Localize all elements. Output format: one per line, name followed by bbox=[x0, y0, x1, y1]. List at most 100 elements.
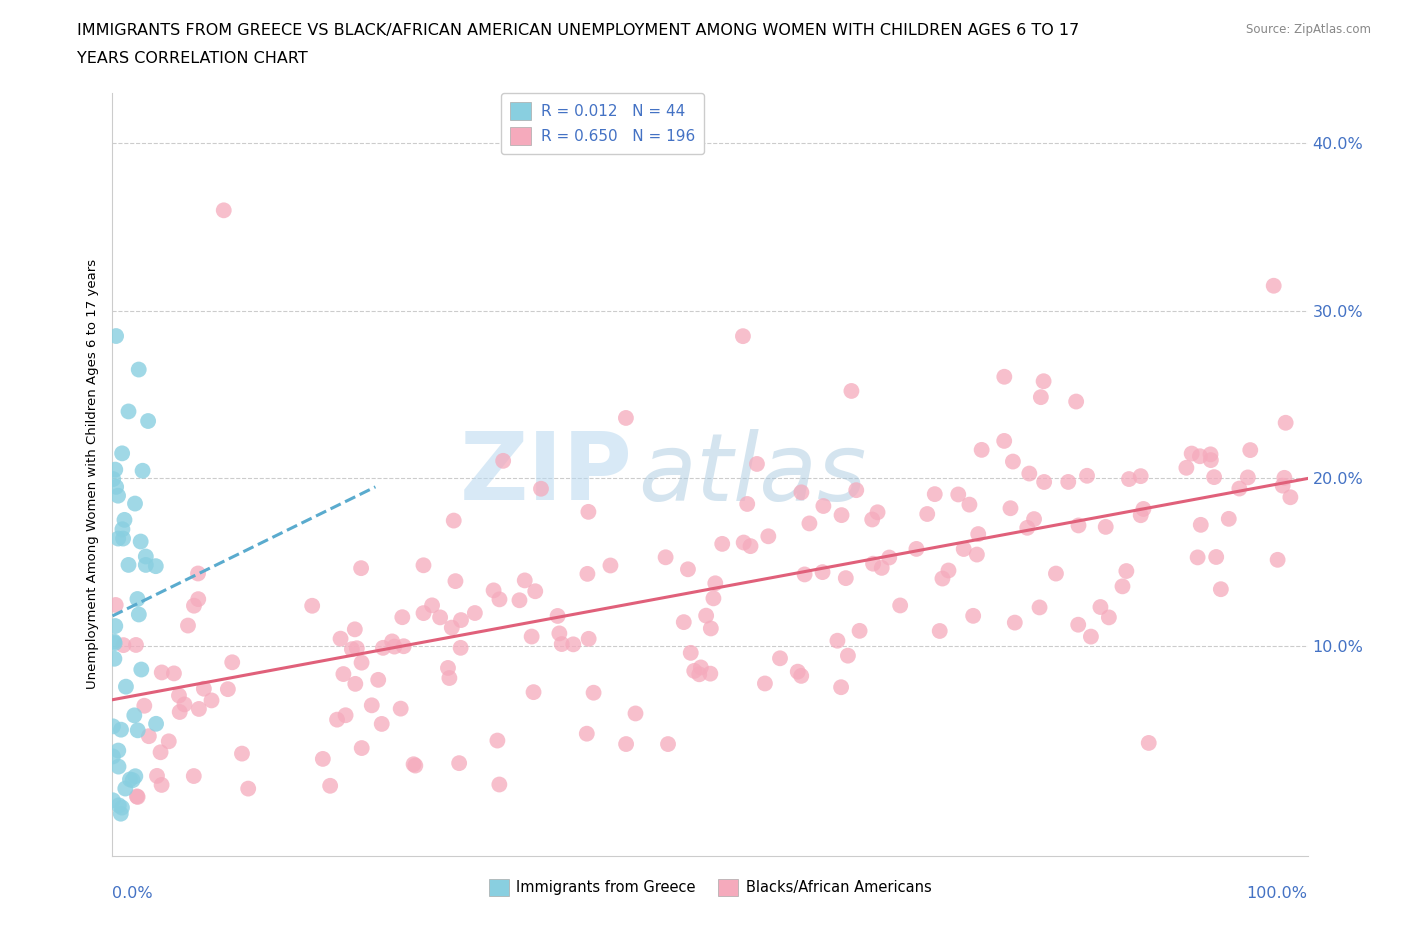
Point bbox=[1045, 566, 1067, 581]
Point bbox=[238, 781, 260, 796]
Point bbox=[488, 591, 510, 606]
Point bbox=[134, 698, 156, 713]
Point bbox=[676, 562, 699, 577]
Text: ZIP: ZIP bbox=[460, 429, 633, 520]
Text: YEARS CORRELATION CHART: YEARS CORRELATION CHART bbox=[77, 51, 308, 66]
Point bbox=[1199, 453, 1222, 468]
Point bbox=[127, 723, 149, 737]
Text: 100.0%: 100.0% bbox=[1247, 886, 1308, 901]
Point bbox=[860, 512, 883, 527]
Point bbox=[124, 769, 146, 784]
Point bbox=[1263, 278, 1285, 293]
Point bbox=[200, 693, 222, 708]
Point bbox=[350, 740, 373, 755]
Point bbox=[1057, 474, 1080, 489]
Point bbox=[576, 504, 599, 519]
Point bbox=[444, 574, 467, 589]
Point bbox=[745, 457, 768, 472]
Point bbox=[127, 790, 149, 804]
Point bbox=[1032, 374, 1054, 389]
Point bbox=[104, 597, 127, 612]
Point bbox=[1129, 508, 1152, 523]
Point bbox=[790, 669, 813, 684]
Point bbox=[1017, 521, 1039, 536]
Point bbox=[672, 615, 695, 630]
Point bbox=[404, 758, 426, 773]
Y-axis label: Unemployment Among Women with Children Ages 6 to 17 years: Unemployment Among Women with Children A… bbox=[86, 259, 100, 689]
Point bbox=[371, 641, 394, 656]
Point bbox=[150, 665, 173, 680]
Point bbox=[654, 550, 676, 565]
Point bbox=[931, 571, 953, 586]
Point bbox=[1204, 470, 1226, 485]
Point bbox=[1199, 447, 1222, 462]
Point bbox=[1267, 552, 1289, 567]
Point bbox=[111, 445, 134, 460]
Point bbox=[111, 800, 134, 815]
Point bbox=[1274, 416, 1296, 431]
Point bbox=[131, 463, 153, 478]
Point bbox=[1115, 564, 1137, 578]
Point bbox=[1067, 518, 1090, 533]
Point bbox=[614, 737, 637, 751]
Point bbox=[107, 531, 129, 546]
Point bbox=[443, 513, 465, 528]
Point bbox=[193, 682, 215, 697]
Point bbox=[114, 781, 136, 796]
Point bbox=[841, 383, 863, 398]
Point bbox=[551, 637, 574, 652]
Point bbox=[754, 676, 776, 691]
Text: Source: ZipAtlas.com: Source: ZipAtlas.com bbox=[1246, 23, 1371, 36]
Point bbox=[335, 708, 357, 723]
Point bbox=[183, 598, 205, 613]
Point bbox=[183, 768, 205, 783]
Point bbox=[915, 507, 938, 522]
Point bbox=[187, 701, 209, 716]
Point bbox=[679, 645, 702, 660]
Point bbox=[110, 723, 132, 737]
Point bbox=[1239, 443, 1261, 458]
Point bbox=[112, 638, 135, 653]
Point bbox=[699, 666, 721, 681]
Point bbox=[135, 549, 157, 564]
Point bbox=[1227, 481, 1250, 496]
Point bbox=[889, 598, 911, 613]
Point bbox=[420, 598, 443, 613]
Point bbox=[790, 485, 813, 499]
Point bbox=[107, 759, 129, 774]
Point bbox=[486, 733, 509, 748]
Point bbox=[104, 618, 127, 633]
Point bbox=[1076, 469, 1098, 484]
Point bbox=[111, 522, 134, 537]
Point bbox=[1237, 470, 1260, 485]
Point bbox=[381, 634, 404, 649]
Point bbox=[1080, 630, 1102, 644]
Point bbox=[110, 806, 132, 821]
Point bbox=[492, 454, 515, 469]
Point bbox=[966, 547, 988, 562]
Legend: Immigrants from Greece, Blacks/African Americans: Immigrants from Greece, Blacks/African A… bbox=[482, 873, 938, 902]
Point bbox=[970, 443, 993, 458]
Point bbox=[1029, 390, 1052, 405]
Point bbox=[319, 778, 342, 793]
Point bbox=[704, 576, 727, 591]
Point bbox=[124, 708, 146, 723]
Point bbox=[105, 328, 128, 343]
Point bbox=[993, 369, 1015, 384]
Point bbox=[924, 486, 946, 501]
Point bbox=[952, 541, 974, 556]
Point bbox=[530, 482, 553, 497]
Point bbox=[1218, 512, 1240, 526]
Point bbox=[107, 488, 129, 503]
Point bbox=[1209, 582, 1232, 597]
Point bbox=[1272, 471, 1295, 485]
Point bbox=[312, 751, 335, 766]
Point bbox=[827, 633, 849, 648]
Point bbox=[326, 712, 349, 727]
Point bbox=[115, 679, 138, 694]
Point bbox=[1132, 501, 1154, 516]
Point bbox=[1181, 446, 1204, 461]
Point bbox=[1187, 550, 1209, 565]
Point bbox=[138, 729, 160, 744]
Point bbox=[731, 328, 754, 343]
